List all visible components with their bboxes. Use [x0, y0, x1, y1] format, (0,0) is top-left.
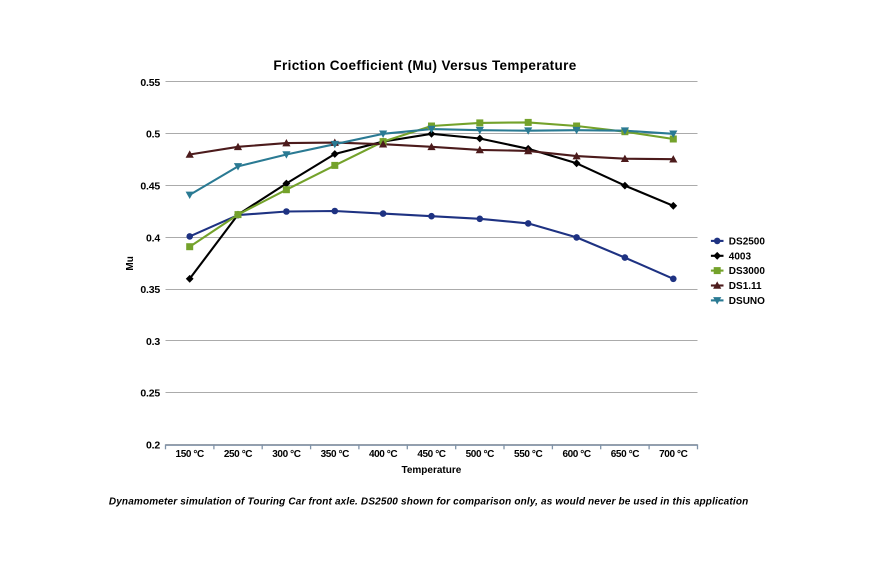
svg-text:Temperature: Temperature	[401, 465, 461, 476]
svg-text:400 °C: 400 °C	[369, 449, 397, 460]
svg-text:4003: 4003	[729, 251, 752, 262]
svg-text:350 °C: 350 °C	[321, 449, 349, 460]
svg-text:0.45: 0.45	[140, 181, 160, 193]
svg-text:0.55: 0.55	[140, 77, 160, 89]
svg-text:700 °C: 700 °C	[659, 449, 687, 460]
svg-text:DS2500: DS2500	[729, 237, 766, 248]
svg-text:DS1.11: DS1.11	[729, 281, 762, 292]
svg-text:Dynamometer simulation of Tour: Dynamometer simulation of Touring Car fr…	[109, 497, 749, 508]
svg-text:450 °C: 450 °C	[417, 449, 445, 460]
svg-text:Friction Coefficient (Mu) Vers: Friction Coefficient (Mu) Versus Tempera…	[273, 58, 576, 73]
svg-text:DS3000: DS3000	[729, 266, 766, 277]
svg-text:Mu: Mu	[125, 256, 136, 270]
svg-text:0.35: 0.35	[140, 284, 160, 296]
svg-text:0.4: 0.4	[146, 232, 160, 244]
svg-text:0.3: 0.3	[146, 336, 160, 348]
svg-text:250 °C: 250 °C	[224, 449, 252, 460]
svg-text:550 °C: 550 °C	[514, 449, 542, 460]
svg-text:300 °C: 300 °C	[272, 449, 300, 460]
svg-text:0.25: 0.25	[140, 388, 160, 400]
svg-text:650 °C: 650 °C	[611, 449, 639, 460]
svg-text:0.5: 0.5	[146, 129, 160, 141]
svg-text:500 °C: 500 °C	[466, 449, 494, 460]
svg-text:DSUNO: DSUNO	[729, 296, 765, 307]
svg-text:0.2: 0.2	[146, 440, 160, 452]
svg-text:150 °C: 150 °C	[176, 449, 204, 460]
svg-text:600 °C: 600 °C	[562, 449, 590, 460]
